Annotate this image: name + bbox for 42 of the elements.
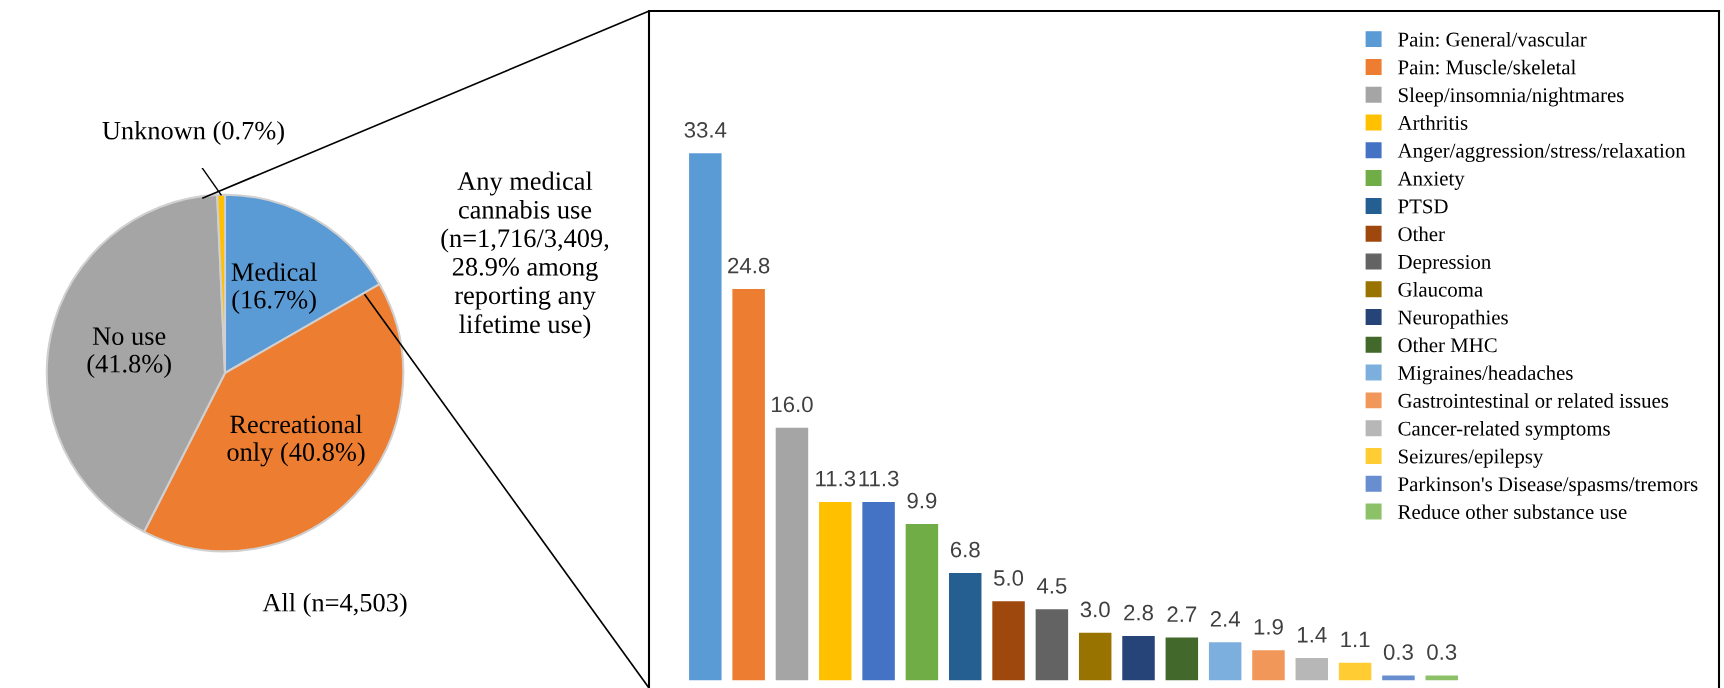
data-label: 1.4 [1298, 627, 1327, 643]
data-label: 1.9 [1254, 618, 1283, 635]
legend-label: Pain: General/vascular [1398, 31, 1587, 47]
legend-label: Glaucoma [1398, 282, 1483, 297]
legend-label: Parkinson's Disease/spasms/tremors [1398, 476, 1698, 496]
data-label: 6.8 [950, 541, 980, 558]
legend-label: Neuropathies [1398, 309, 1508, 329]
data-label: 11.3 [816, 470, 856, 487]
data-label: 1.1 [1341, 631, 1370, 648]
slice-label: Medical (16.7%) [231, 262, 317, 314]
legend-label: Reduce other substance use [1398, 504, 1627, 520]
legend-label: Seizures/epilepsy [1398, 448, 1544, 468]
slice-label: No use (41.8%) [87, 327, 171, 378]
data-label: 3.0 [1080, 601, 1110, 618]
data-label: 9.9 [907, 492, 937, 509]
data-label: 2.8 [1124, 604, 1153, 621]
slice-label: Recreational only (40.8%) [227, 414, 365, 467]
legend-label: Arthritis [1397, 115, 1468, 130]
legend-label: Depression [1398, 254, 1491, 274]
legend-label: Anxiety [1397, 171, 1465, 190]
data-label: 16.0 [772, 396, 813, 413]
data-label: 0.3 [1383, 644, 1413, 660]
legend-label: Other MHC [1398, 337, 1497, 353]
data-label: 2.7 [1167, 606, 1197, 622]
legend-label: Other [1398, 226, 1445, 242]
data-label: 33.4 [684, 122, 727, 138]
data-label: 0.3 [1427, 644, 1457, 660]
slice-label: Unknown (0.7%) [102, 120, 284, 145]
text: Any medical cannabis use (n=1,716/3,409, 28.9% among reporting any lifetime use) [441, 171, 609, 339]
legend-label: Sleep/insomnia/nightmares [1398, 87, 1624, 107]
data-label: 11.3 [859, 470, 899, 487]
data-label: 4.5 [1036, 578, 1067, 594]
data-label: 5.0 [994, 570, 1024, 586]
text: All (n=4,503) [262, 593, 407, 617]
legend-label: Anger/aggression/stress/relaxation [1397, 143, 1686, 163]
data-label: 2.4 [1210, 611, 1240, 627]
legend-label: Gastrointestinal or related issues [1398, 393, 1669, 408]
legend-label: PTSD [1398, 199, 1448, 214]
legend-label: Pain: Muscle/skeletal [1398, 59, 1576, 75]
legend-label: Cancer-related symptoms [1398, 420, 1610, 440]
data-label: 24.8 [728, 257, 770, 274]
legend-label: Migraines/headaches [1398, 365, 1573, 385]
